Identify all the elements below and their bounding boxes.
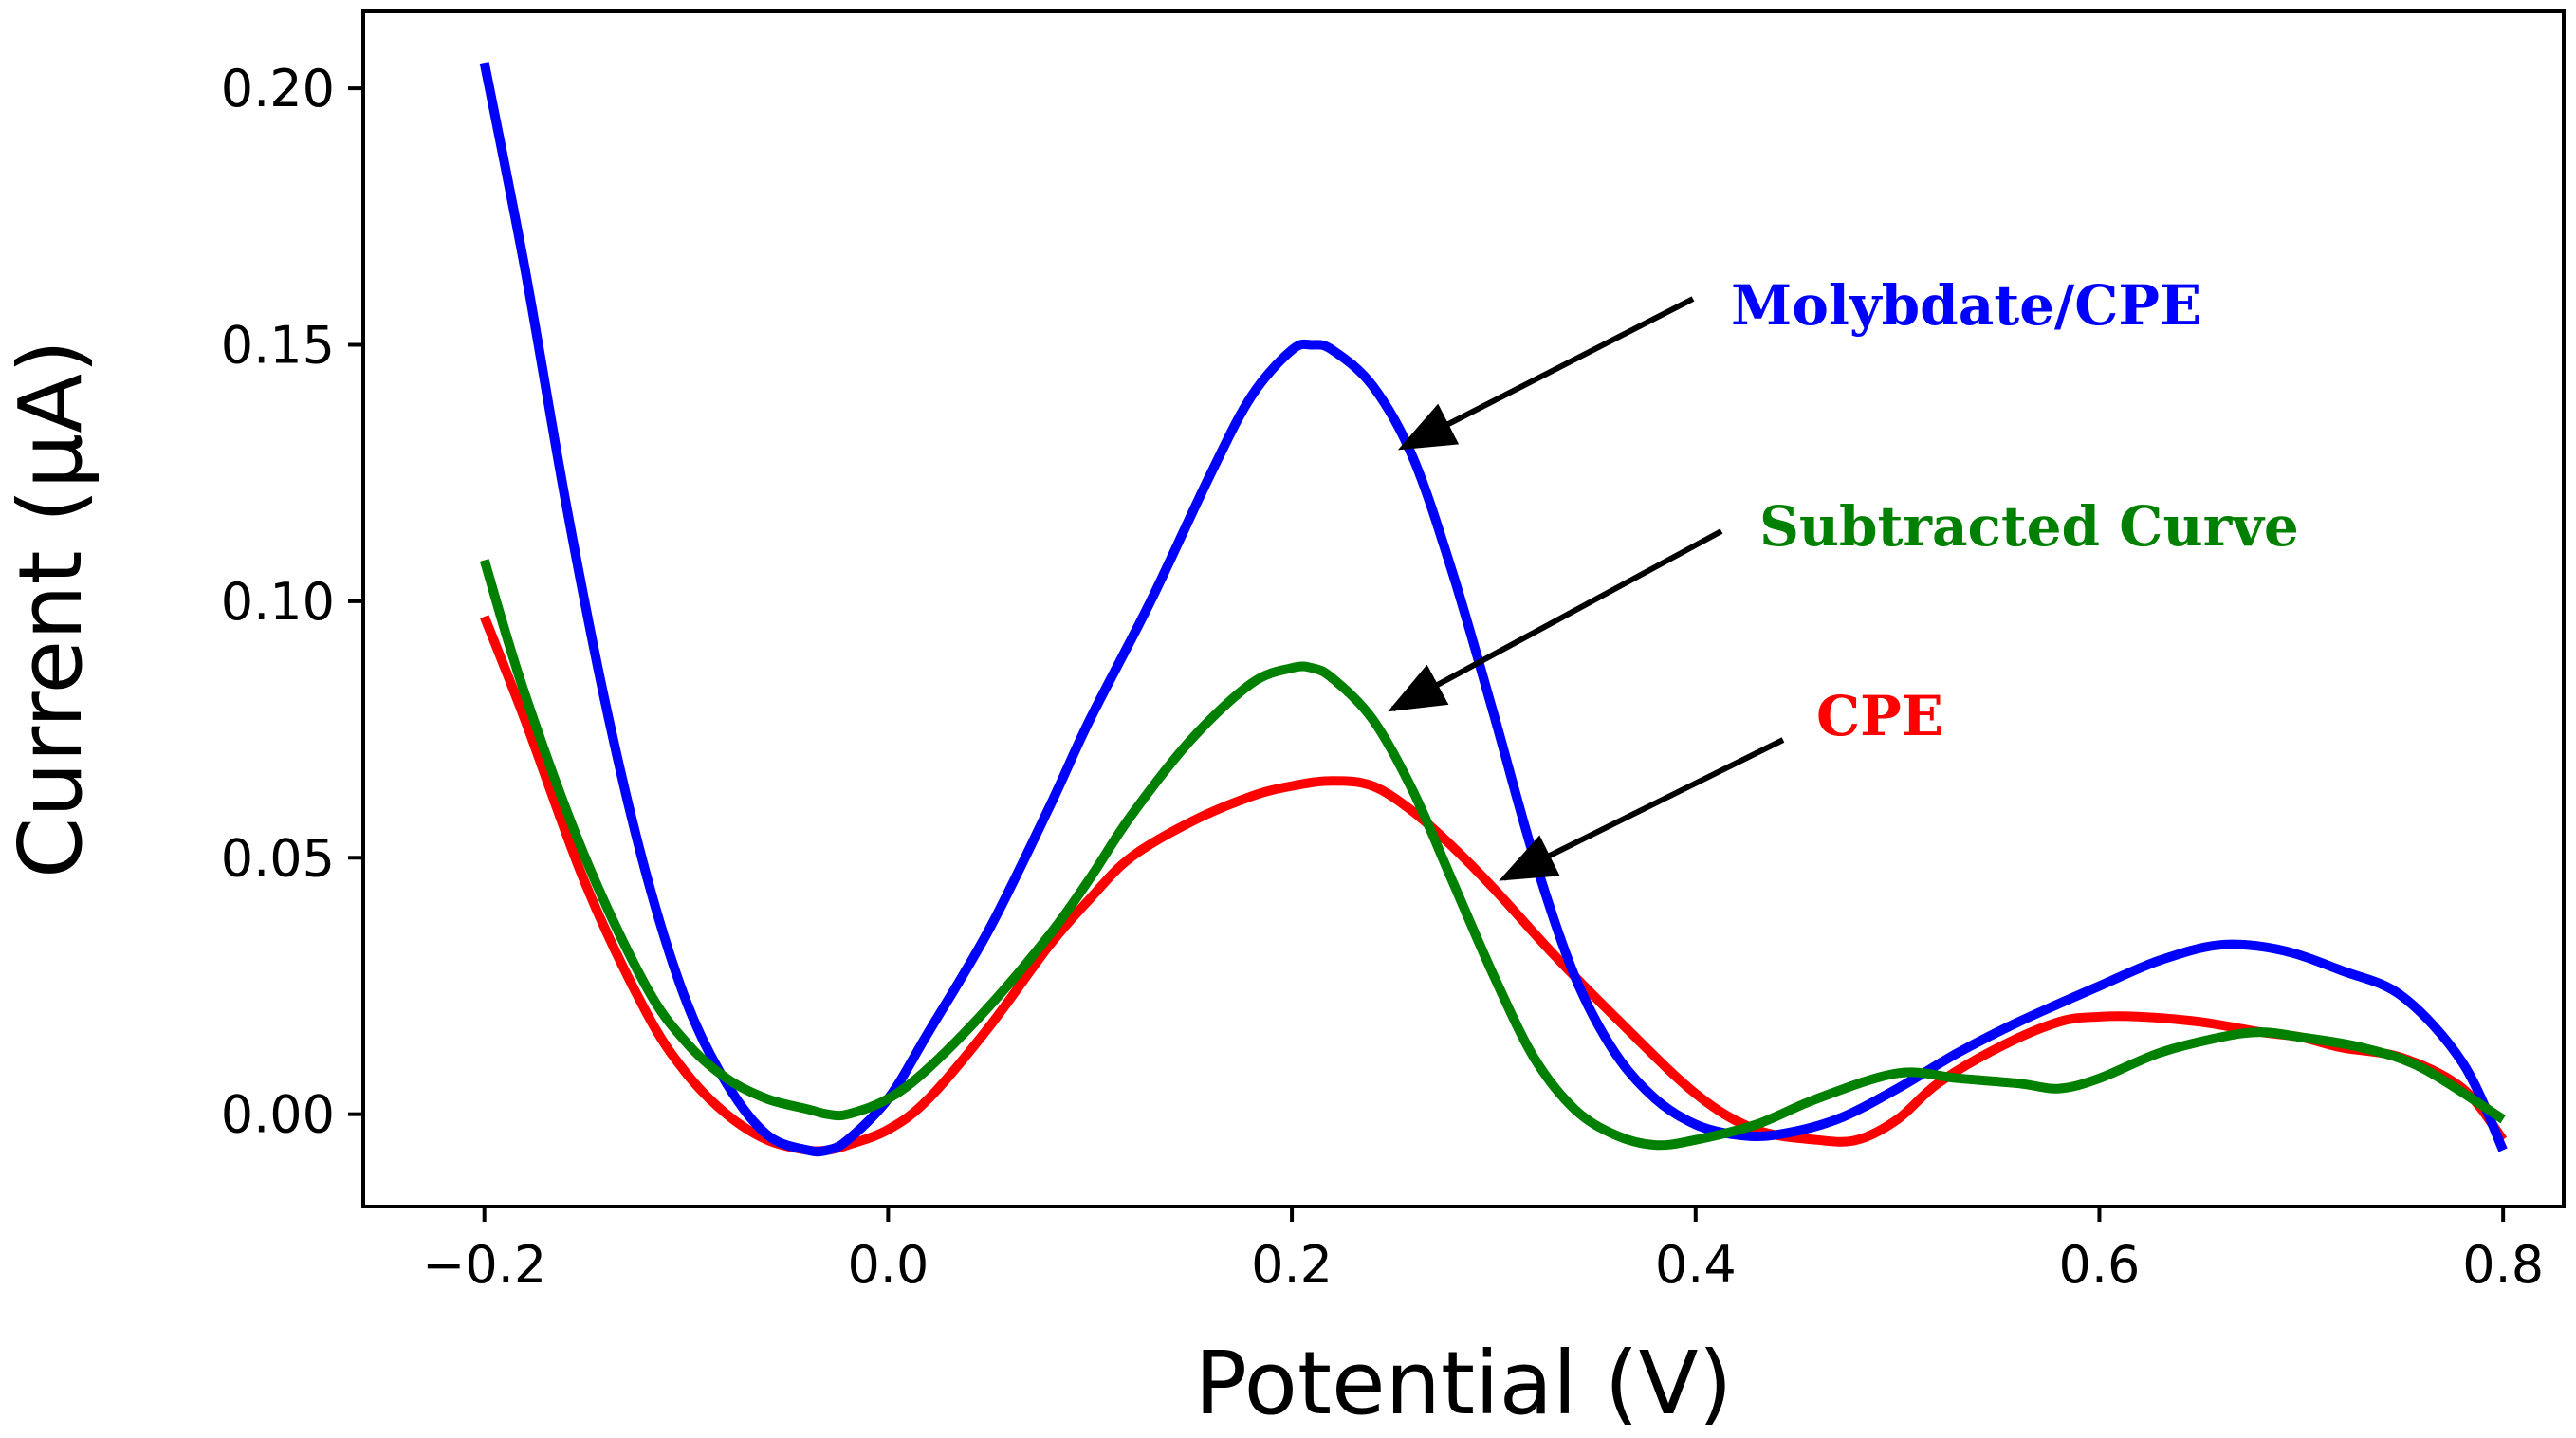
curves-layer <box>479 62 2508 1157</box>
series-line-molybdate-cpe <box>479 62 2508 1157</box>
x-tick-label: 0.2 <box>1251 1235 1333 1295</box>
y-tick-label: 0.00 <box>221 1085 335 1145</box>
annotation-arrow-cpe <box>1499 737 1785 881</box>
y-axis-title: Current (μA) <box>0 340 101 878</box>
x-axis-title: Potential (V) <box>1194 1333 1732 1433</box>
x-tick-label: 0.4 <box>1655 1235 1737 1295</box>
x-tick-label: −0.2 <box>422 1235 546 1295</box>
x-tick-label: 0.0 <box>847 1235 929 1295</box>
y-tick-label: 0.15 <box>221 316 335 376</box>
annotation-arrow-subtracted-curve <box>1388 528 1723 712</box>
annotations-layer: Molybdate/CPE Subtracted Curve CPE <box>1388 273 2299 881</box>
y-tick-label: 0.05 <box>221 828 335 888</box>
x-tick-label: 0.8 <box>2462 1235 2544 1295</box>
series-line-subtracted-curve <box>479 559 2506 1151</box>
ticks-layer: −0.2 0.0 0.2 0.4 0.6 0.8 0.00 0.05 0.10 0.15 0.20 <box>221 59 2544 1295</box>
annotation-label-molybdate-cpe: Molybdate/CPE <box>1731 273 2201 338</box>
y-tick-label: 0.10 <box>221 572 335 632</box>
annotation-label-subtracted-curve: Subtracted Curve <box>1759 494 2299 559</box>
series-line-cpe <box>480 615 2508 1156</box>
annotation-arrow-molybdate-cpe <box>1397 296 1695 451</box>
plot-area-frame <box>361 9 2566 1208</box>
x-tick-label: 0.6 <box>2059 1235 2141 1295</box>
y-tick-label: 0.20 <box>221 59 335 119</box>
annotation-label-cpe: CPE <box>1816 684 1943 748</box>
